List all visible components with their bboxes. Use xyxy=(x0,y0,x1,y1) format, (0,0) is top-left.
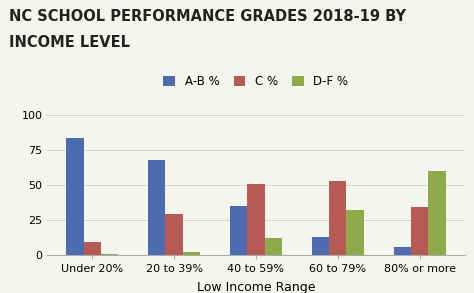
Bar xyxy=(247,184,264,255)
Bar xyxy=(346,210,364,255)
Bar xyxy=(165,214,182,255)
Bar xyxy=(411,207,428,255)
Bar xyxy=(66,138,83,255)
Text: INCOME LEVEL: INCOME LEVEL xyxy=(9,35,130,50)
X-axis label: Low Income Range: Low Income Range xyxy=(197,281,315,293)
Bar xyxy=(101,253,118,255)
Bar xyxy=(264,238,282,255)
Bar xyxy=(83,242,101,255)
Legend: A-B %, C %, D-F %: A-B %, C %, D-F % xyxy=(161,73,351,91)
Text: NC SCHOOL PERFORMANCE GRADES 2018-19 BY: NC SCHOOL PERFORMANCE GRADES 2018-19 BY xyxy=(9,9,407,24)
Bar xyxy=(428,171,446,255)
Bar xyxy=(148,160,165,255)
Bar xyxy=(230,206,247,255)
Bar xyxy=(394,246,411,255)
Bar xyxy=(182,252,200,255)
Bar xyxy=(312,237,329,255)
Bar xyxy=(329,181,346,255)
